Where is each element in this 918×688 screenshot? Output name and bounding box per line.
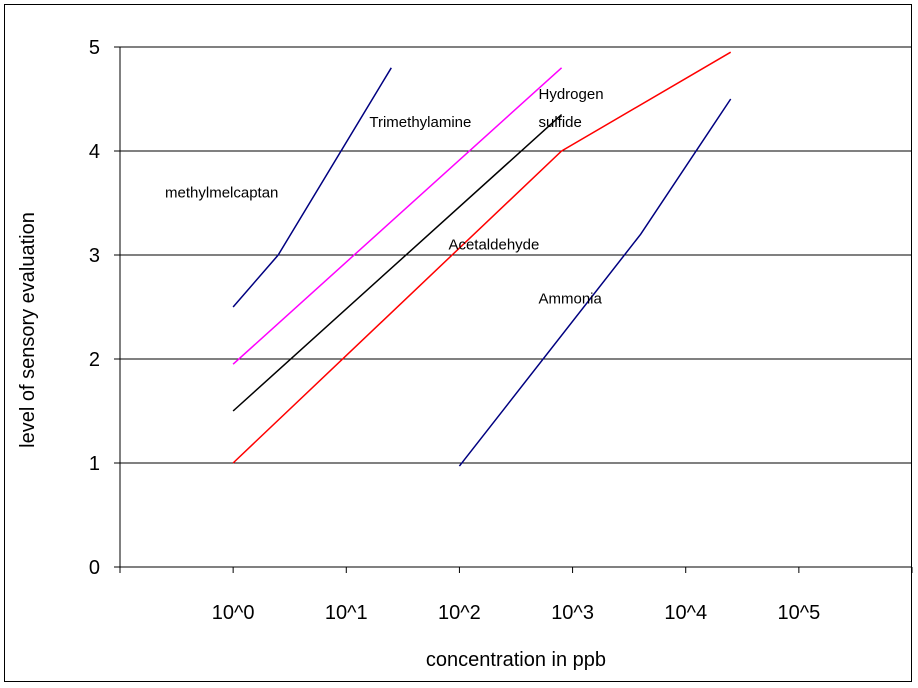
x-tick-label: 10^5	[777, 602, 820, 624]
series-line-methylmelcaptan	[232, 67, 392, 308]
series-label-sulfide: sulfide	[539, 114, 582, 131]
series-label-trimethylamine: Trimethylamine	[369, 114, 471, 131]
x-tick-labels: 10^0 10^1 10^2 10^3 10^4 10^5	[212, 602, 820, 624]
chart-frame	[4, 4, 912, 682]
y-tick-label: 4	[89, 141, 100, 163]
series-line-trimethylamine	[232, 67, 563, 365]
series-line-ammonia	[458, 98, 732, 467]
series-lines	[232, 51, 732, 467]
x-tick-label: 10^4	[664, 602, 707, 624]
axes	[114, 46, 913, 573]
y-tick-label: 1	[89, 453, 100, 475]
x-tick-label: 10^1	[325, 602, 368, 624]
y-tick-label: 0	[89, 557, 100, 579]
x-tick-label: 10^3	[551, 602, 594, 624]
x-tick-label: 10^2	[438, 602, 481, 624]
series-label-methylmelcaptan: methylmelcaptan	[165, 185, 278, 202]
series-labels: methylmelcaptan Trimethylamine Hydrogen sul…	[165, 86, 604, 308]
series-line-hydrogen-sulfide	[232, 114, 563, 412]
y-axis-title: level of sensory evaluation	[17, 212, 39, 448]
grid-lines	[120, 46, 912, 464]
x-axis-title: concentration in ppb	[426, 649, 606, 671]
y-tick-label: 2	[89, 349, 100, 371]
x-tick-label: 10^0	[212, 602, 255, 624]
series-label-hydrogen: Hydrogen	[539, 86, 604, 103]
series-line-acetaldehyde	[232, 51, 732, 464]
y-tick-labels: 0 1 2 3 4 5	[89, 37, 100, 579]
y-tick-label: 5	[89, 37, 100, 59]
series-label-acetaldehyde: Acetaldehyde	[448, 237, 539, 254]
series-label-ammonia: Ammonia	[539, 291, 603, 308]
y-tick-label: 3	[89, 245, 100, 267]
